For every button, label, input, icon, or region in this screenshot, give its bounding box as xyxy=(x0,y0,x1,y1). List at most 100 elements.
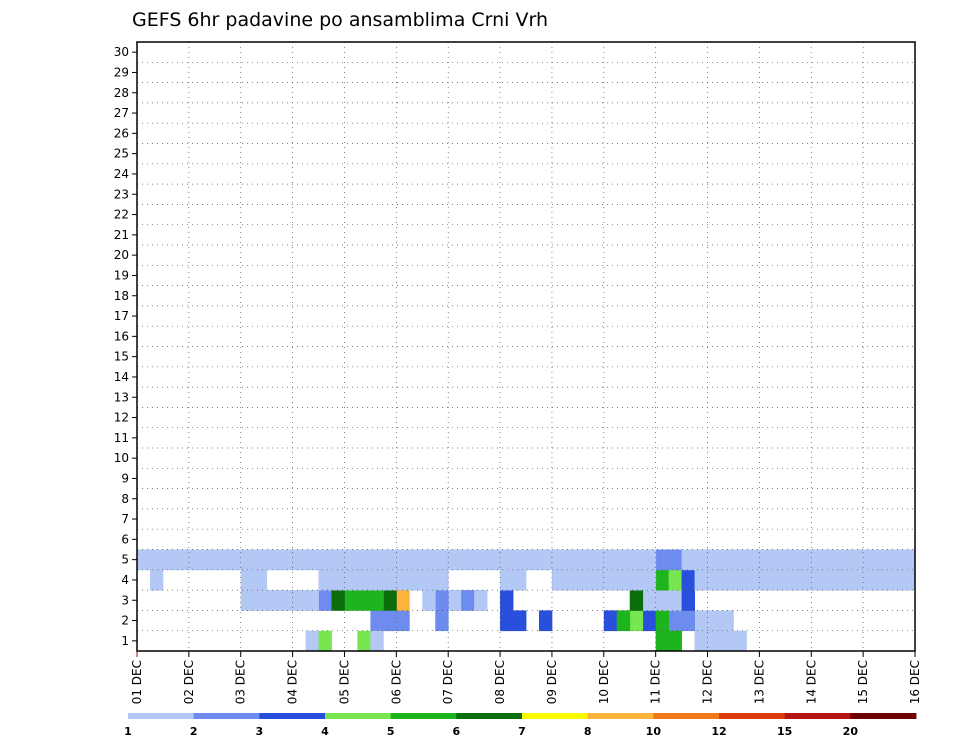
heatmap-cell xyxy=(318,549,332,571)
y-tick-label: 8 xyxy=(121,492,129,506)
heatmap-cell xyxy=(214,549,229,571)
heatmap-cell xyxy=(785,549,799,571)
heatmap-cell xyxy=(318,590,332,611)
colorbar-label: 5 xyxy=(387,725,395,738)
y-tick-label: 10 xyxy=(114,451,129,465)
heatmap-cell xyxy=(305,549,319,571)
heatmap-cell xyxy=(487,549,501,571)
y-tick-label: 3 xyxy=(121,593,129,607)
heatmap-cell xyxy=(655,590,670,611)
heatmap-cell xyxy=(564,549,579,571)
heatmap-cell xyxy=(681,569,695,591)
heatmap-cell xyxy=(188,549,203,571)
colorbar-label: 4 xyxy=(321,725,329,738)
y-tick-label: 26 xyxy=(114,126,129,140)
heatmap-cell xyxy=(305,590,319,611)
heatmap-cell xyxy=(396,610,410,632)
y-tick-label: 15 xyxy=(114,350,129,364)
y-tick-label: 4 xyxy=(121,573,129,587)
heatmap-cell xyxy=(837,569,851,591)
heatmap-cell xyxy=(746,569,760,591)
heatmap-cell xyxy=(694,630,708,652)
heatmap-cell xyxy=(370,610,384,632)
heatmap-cell xyxy=(435,590,449,611)
heatmap-cell xyxy=(811,569,825,591)
heatmap-cell xyxy=(642,590,657,611)
heatmap-cell xyxy=(733,569,747,591)
heatmap-cell xyxy=(798,569,812,591)
heatmap-cell xyxy=(435,569,449,591)
heatmap-cell xyxy=(461,549,475,571)
colorbar-swatch xyxy=(522,713,589,719)
heatmap-cell xyxy=(526,549,540,571)
y-tick-label: 17 xyxy=(114,309,129,323)
heatmap-cell xyxy=(201,549,216,571)
heatmap-cell xyxy=(253,549,268,571)
heatmap-cell xyxy=(435,610,449,632)
colorbar-label: 3 xyxy=(256,725,264,738)
y-tick-label: 1 xyxy=(121,634,129,648)
heatmap-cell xyxy=(500,569,514,591)
heatmap-cell xyxy=(785,569,799,591)
heatmap-cell xyxy=(733,549,747,571)
heatmap-cell xyxy=(668,630,682,652)
x-tick-label: 07 DEC xyxy=(441,660,455,704)
heatmap-cell xyxy=(889,569,903,591)
heatmap-cell xyxy=(902,549,916,571)
y-tick-label: 16 xyxy=(114,329,129,343)
heatmap-cell xyxy=(266,590,281,611)
x-tick-labels: 01 DEC 02 DEC 03 DEC 04 DEC 05 DEC 06 DEC 07 D… xyxy=(130,651,922,704)
colorbar-swatch xyxy=(653,713,720,719)
heatmap-cell xyxy=(461,590,475,611)
heatmap-cell xyxy=(279,590,293,611)
heatmap-cell xyxy=(733,630,747,652)
heatmap-cell xyxy=(564,569,579,591)
heatmap-cell xyxy=(357,569,371,591)
colorbar-label: 8 xyxy=(584,725,592,738)
heatmap-cell xyxy=(253,569,268,591)
heatmap-cell xyxy=(149,549,164,571)
heatmap-cell xyxy=(655,610,670,632)
y-tick-label: 29 xyxy=(114,65,129,79)
heatmap-cell xyxy=(655,549,670,571)
heatmap-cell xyxy=(668,549,682,571)
heatmap-cell xyxy=(655,630,670,652)
heatmap-cell xyxy=(331,569,345,591)
heatmap-cell xyxy=(902,569,916,591)
heatmap-cell xyxy=(681,549,695,571)
heatmap-cell xyxy=(889,549,903,571)
heatmap-cell xyxy=(383,590,397,611)
heatmap-cell xyxy=(629,569,644,591)
heatmap-cell xyxy=(292,590,306,611)
heatmap-cell xyxy=(876,569,890,591)
heatmap-cell xyxy=(772,569,786,591)
heatmap-cell xyxy=(694,569,708,591)
chart-title: GEFS 6hr padavine po ansamblima Crni Vrh xyxy=(132,9,548,31)
colorbar-swatch xyxy=(719,713,786,719)
y-tick-label: 13 xyxy=(114,390,129,404)
heatmap-cell xyxy=(707,549,721,571)
heatmap-cell xyxy=(863,549,877,571)
heatmap-cell xyxy=(759,549,773,571)
y-tick-label: 9 xyxy=(121,471,129,485)
heatmap-cell xyxy=(370,549,384,571)
colorbar-label: 6 xyxy=(453,725,461,738)
colorbar-label: 2 xyxy=(190,725,198,738)
heatmap-cell xyxy=(253,590,268,611)
heatmap-cell xyxy=(707,610,721,632)
heatmap-cell xyxy=(837,549,851,571)
heatmap-cell xyxy=(409,549,423,571)
heatmap-cell xyxy=(720,630,734,652)
heatmap-cell xyxy=(655,569,670,591)
x-tick-label: 04 DEC xyxy=(286,660,300,704)
heatmap-cell xyxy=(409,569,423,591)
heatmap-cell xyxy=(383,610,397,632)
x-tick-label: 10 DEC xyxy=(597,660,611,704)
heatmap-cell xyxy=(474,590,488,611)
heatmap-cell xyxy=(629,610,644,632)
heatmap-cell xyxy=(681,590,695,611)
heatmap-cell xyxy=(318,630,332,652)
colorbar-label: 7 xyxy=(518,725,526,738)
y-tick-label: 22 xyxy=(114,208,129,222)
